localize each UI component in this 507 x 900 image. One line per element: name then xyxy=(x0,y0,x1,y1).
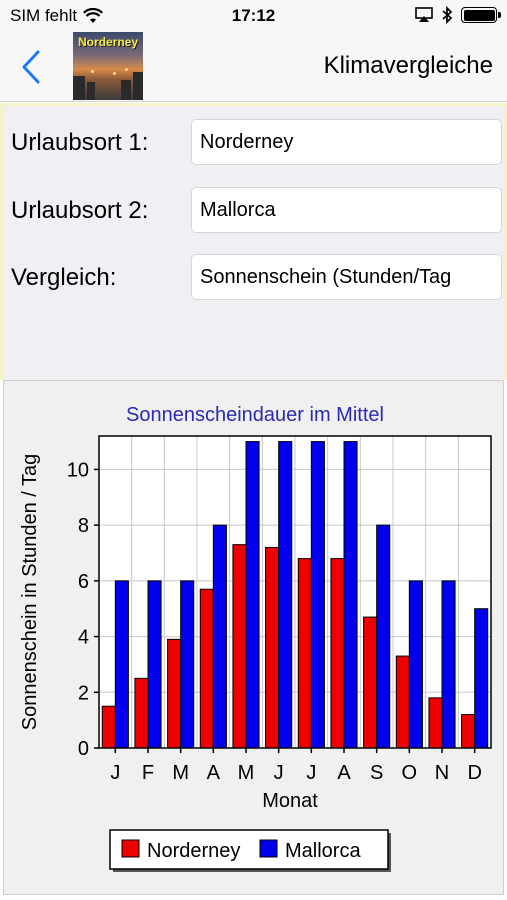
y-tick-label: 2 xyxy=(78,682,89,704)
bar-norderney-12 xyxy=(461,714,476,749)
bar-mallorca-1 xyxy=(114,580,129,749)
bar-mallorca-8 xyxy=(343,441,358,749)
legend-swatch-mallorca xyxy=(259,839,278,858)
legend-swatch-norderney xyxy=(121,839,140,858)
navigation-bar: Norderney Klimavergleiche xyxy=(0,32,507,102)
bar-mallorca-3 xyxy=(180,580,195,749)
chart-x-axis-label: Monat xyxy=(262,790,318,812)
compare-row: Vergleich: Sonnenschein (Stunden/Tag xyxy=(3,254,507,302)
x-tick-label: J xyxy=(110,762,120,784)
thumbnail-label: Norderney xyxy=(77,35,139,49)
x-tick-label: S xyxy=(370,762,383,784)
bar-mallorca-5 xyxy=(245,441,260,749)
x-tick-label: N xyxy=(435,762,449,784)
x-tick-label: F xyxy=(142,762,154,784)
bar-mallorca-4 xyxy=(212,524,227,749)
x-tick-label: M xyxy=(172,762,189,784)
chart-legend: Norderney Mallorca xyxy=(109,829,391,872)
bar-norderney-6 xyxy=(265,546,280,749)
nav-title: Klimavergleiche xyxy=(323,52,493,79)
y-tick-label: 0 xyxy=(78,738,89,760)
y-tick-label: 4 xyxy=(78,627,89,649)
place2-row: Urlaubsort 2: Mallorca xyxy=(3,187,507,235)
airplay-icon xyxy=(415,7,433,22)
comparison-form: Urlaubsort 1: Norderney Urlaubsort 2: Ma… xyxy=(0,103,507,380)
status-left: SIM fehlt xyxy=(10,6,104,26)
place2-label: Urlaubsort 2: xyxy=(11,197,149,224)
bar-mallorca-10 xyxy=(408,580,423,749)
carrier-text: SIM fehlt xyxy=(10,6,78,25)
bar-norderney-10 xyxy=(395,655,410,749)
bar-norderney-9 xyxy=(363,616,378,749)
x-tick-label: J xyxy=(274,762,284,784)
x-tick-label: M xyxy=(238,762,255,784)
back-button[interactable] xyxy=(18,50,48,84)
chevron-left-icon xyxy=(22,50,40,84)
bar-mallorca-7 xyxy=(310,441,325,749)
place1-row: Urlaubsort 1: Norderney xyxy=(3,119,507,167)
legend-box xyxy=(109,829,389,870)
chart-panel: Sonnenscheindauer im Mittel Sonnenschein… xyxy=(3,380,504,895)
x-tick-label: A xyxy=(337,762,351,784)
place2-field[interactable]: Mallorca xyxy=(191,187,502,233)
status-bar: SIM fehlt 17:12 xyxy=(0,0,507,32)
x-tick-label: O xyxy=(402,762,418,784)
bar-mallorca-6 xyxy=(278,441,293,749)
status-right xyxy=(415,6,501,24)
bar-norderney-11 xyxy=(428,697,443,749)
y-tick-label: 6 xyxy=(78,571,89,593)
bar-norderney-7 xyxy=(297,558,312,749)
bar-mallorca-2 xyxy=(147,580,162,749)
chart-title: Sonnenscheindauer im Mittel xyxy=(126,404,384,426)
legend-label-norderney: Norderney xyxy=(147,840,240,862)
sunshine-chart: Sonnenscheindauer im Mittel Sonnenschein… xyxy=(19,404,492,872)
wifi-icon xyxy=(83,8,104,23)
plot-frame xyxy=(98,435,492,749)
x-tick-label: A xyxy=(207,762,221,784)
legend-label-mallorca: Mallorca xyxy=(285,840,361,862)
chart-y-axis-label: Sonnenschein in Stunden / Tag xyxy=(19,454,41,731)
compare-label: Vergleich: xyxy=(11,264,117,291)
bar-norderney-8 xyxy=(330,558,345,749)
bluetooth-icon xyxy=(442,6,453,24)
x-tick-label: D xyxy=(467,762,481,784)
bar-mallorca-9 xyxy=(376,524,391,749)
x-tick-label: J xyxy=(306,762,316,784)
bar-norderney-1 xyxy=(101,705,116,749)
bar-norderney-5 xyxy=(232,544,247,749)
y-tick-label: 10 xyxy=(67,459,89,481)
place1-field[interactable]: Norderney xyxy=(191,119,502,165)
place1-label: Urlaubsort 1: xyxy=(11,129,149,156)
y-tick-label: 8 xyxy=(78,515,89,537)
bar-norderney-3 xyxy=(167,638,182,749)
bar-mallorca-11 xyxy=(441,580,456,749)
location-thumbnail: Norderney xyxy=(73,32,143,100)
bar-norderney-2 xyxy=(134,677,149,749)
battery-icon xyxy=(461,7,501,23)
bar-norderney-4 xyxy=(199,588,214,749)
status-time: 17:12 xyxy=(231,6,276,25)
bar-mallorca-12 xyxy=(474,608,489,749)
compare-field[interactable]: Sonnenschein (Stunden/Tag xyxy=(191,254,502,300)
